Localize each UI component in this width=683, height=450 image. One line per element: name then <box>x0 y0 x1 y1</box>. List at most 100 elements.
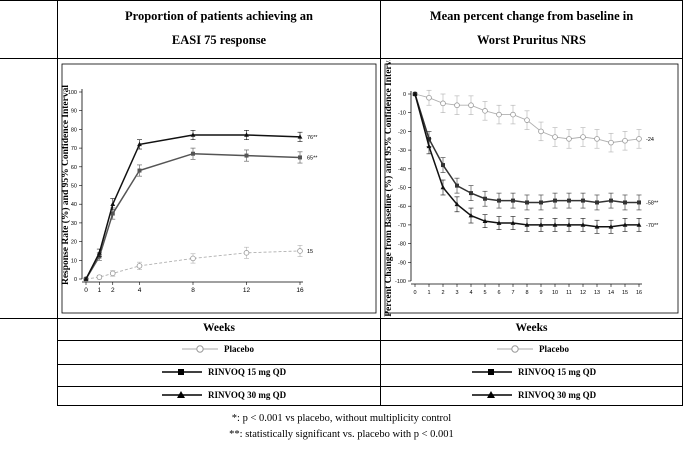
x-tick-label: 1 <box>427 290 430 296</box>
data-point <box>110 201 116 206</box>
end-value-label: -70** <box>646 223 659 229</box>
data-point <box>83 276 89 281</box>
y-tick-label: 100 <box>68 90 77 96</box>
data-point <box>96 250 102 255</box>
data-point <box>552 134 558 140</box>
end-value-label: 65** <box>307 155 318 161</box>
plot-frame <box>61 63 377 314</box>
x-tick-label: 4 <box>469 290 472 296</box>
data-point <box>244 153 249 158</box>
series-1: 65** <box>84 147 318 281</box>
legend-rinvoq15-right: RINVOQ 15 mg QD <box>470 367 596 377</box>
right-panel-title: Mean percent change from baseline in Wor… <box>381 4 682 52</box>
data-point <box>454 201 460 207</box>
y-tick-label: 0 <box>74 277 77 283</box>
series-1: -58** <box>413 92 659 211</box>
data-point <box>469 191 473 196</box>
data-point <box>244 132 249 137</box>
footnote-2: **: statistically significant vs. placeb… <box>229 429 454 440</box>
x-tick-label: 8 <box>191 287 195 294</box>
data-point <box>497 198 501 203</box>
data-point <box>636 222 642 227</box>
y-tick-label: 50 <box>71 184 77 190</box>
y-tick-label: -50 <box>398 186 406 192</box>
x-tick-label: 2 <box>111 287 115 294</box>
x-tick-label: 6 <box>497 290 500 296</box>
legend-rinvoq15-label: RINVOQ 15 mg QD <box>208 367 287 377</box>
y-tick-label: 40 <box>71 202 77 208</box>
data-point <box>110 211 115 216</box>
x-tick-label: 9 <box>539 290 542 296</box>
data-point <box>441 163 445 168</box>
series-0: 15 <box>83 245 313 282</box>
x-tick-label: 12 <box>580 290 586 296</box>
data-point <box>426 143 432 149</box>
data-point <box>243 250 250 256</box>
x-tick-label: 1 <box>98 287 102 294</box>
results-table: Proportion of patients achieving an EASI… <box>0 0 683 406</box>
x-tick-label: 2 <box>441 290 444 296</box>
left-panel-title: Proportion of patients achieving an EASI… <box>58 4 380 52</box>
data-point <box>622 137 628 144</box>
data-point <box>468 102 474 109</box>
placebo-swatch-icon <box>182 345 218 353</box>
y-tick-label: 80 <box>71 127 77 133</box>
data-point <box>510 111 516 118</box>
x-tick-label: 13 <box>594 290 600 296</box>
y-tick-label: -100 <box>395 279 406 285</box>
y-tick-label: 90 <box>71 109 77 115</box>
data-point <box>190 255 196 262</box>
x-tick-label: 16 <box>636 290 642 296</box>
data-point <box>566 222 572 227</box>
data-point <box>538 128 544 135</box>
data-point <box>454 102 460 109</box>
data-point <box>608 139 614 146</box>
x-tick-label: 8 <box>525 290 528 296</box>
legend-rinvoq15-label: RINVOQ 15 mg QD <box>518 367 597 377</box>
y-tick-label: 20 <box>71 240 77 246</box>
data-point <box>496 111 502 118</box>
legend-rinvoq15-left: RINVOQ 15 mg QD <box>160 367 286 377</box>
series-line <box>414 93 639 204</box>
series-0: -24 <box>412 89 654 153</box>
left-title-line2: EASI 75 response <box>171 33 267 47</box>
x-tick-label: 16 <box>296 287 304 294</box>
x-tick-label: 15 <box>622 290 628 296</box>
y-tick-label: -90 <box>398 260 406 266</box>
data-point <box>511 198 515 203</box>
data-point <box>623 200 627 205</box>
data-point <box>109 270 116 277</box>
data-point <box>136 263 143 269</box>
data-point <box>524 222 530 227</box>
legend-placebo-label: Placebo <box>539 344 569 354</box>
legend-rinvoq30-label: RINVOQ 30 mg QD <box>518 390 597 400</box>
data-point <box>580 134 586 140</box>
data-point <box>539 200 543 205</box>
data-point <box>595 200 599 205</box>
x-tick-label: 3 <box>455 290 458 296</box>
triangle-marker-icon <box>162 391 202 398</box>
y-tick-label: -30 <box>398 148 406 154</box>
y-tick-label: -20 <box>398 129 406 135</box>
y-tick-label: 0 <box>403 92 406 98</box>
left-title-line1: Proportion of patients achieving an <box>125 9 313 23</box>
data-point <box>482 218 488 223</box>
y-tick-label: 60 <box>71 165 77 171</box>
x-tick-label: 4 <box>138 287 142 294</box>
y-tick-label: -80 <box>398 242 406 248</box>
data-point <box>525 200 529 205</box>
plot-frame <box>384 63 679 314</box>
footnote-1: *: p < 0.001 vs placebo, without multipl… <box>231 413 452 424</box>
data-point <box>468 212 474 218</box>
y-axis-label: Percent Change from Baseline (%) and 95%… <box>383 60 394 317</box>
y-tick-label: -40 <box>398 167 406 173</box>
data-point <box>482 108 488 114</box>
data-point <box>297 134 303 139</box>
square-marker-icon <box>162 369 202 375</box>
data-point <box>637 200 641 205</box>
data-point <box>455 183 459 188</box>
end-value-label: 76** <box>307 135 318 141</box>
x-tick-label: 11 <box>566 290 572 296</box>
data-point <box>191 151 195 156</box>
